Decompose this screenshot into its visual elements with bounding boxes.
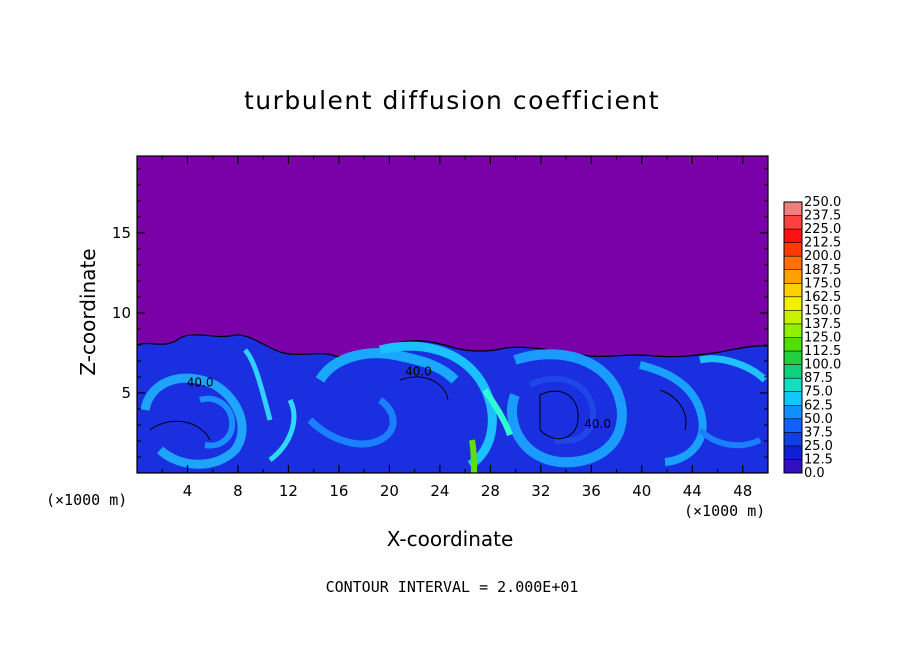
colorbar-swatch (784, 310, 802, 324)
colorbar-swatch (784, 418, 802, 433)
colorbar-label: 50.0 (804, 412, 833, 427)
colorbar-swatch (784, 283, 802, 297)
vortex-ring (315, 348, 459, 384)
contour-line (399, 376, 449, 401)
colorbar-swatch (784, 215, 802, 230)
vortex-ring (507, 349, 627, 468)
colorbar-label: 212.5 (804, 236, 841, 251)
colorbar-swatch (784, 432, 802, 446)
colorbar-label: 87.5 (804, 371, 833, 386)
contour-line (659, 389, 687, 431)
vortex-ring (639, 361, 707, 466)
vortex-ring (268, 398, 297, 462)
colorbar-swatch (784, 445, 802, 460)
colorbar-swatch (784, 405, 802, 419)
x-tick-label: 24 (430, 482, 449, 500)
contour-label: 40.0 (584, 417, 611, 431)
colorbar-label: 225.0 (804, 222, 841, 237)
vortex-ring (307, 397, 397, 448)
colorbar-label: 12.5 (804, 452, 833, 467)
colorbar-label: 25.0 (804, 439, 833, 454)
x-tick-label: 8 (233, 482, 243, 500)
colorbar-swatch (784, 364, 802, 379)
contour-interval-note: CONTOUR INTERVAL = 2.000E+01 (325, 578, 579, 596)
colorbar-label: 200.0 (804, 249, 841, 264)
colorbar-swatch (784, 391, 802, 406)
contour-label: 40.0 (187, 376, 214, 390)
x-tick-label: 12 (279, 482, 298, 500)
colorbar-swatch (784, 351, 802, 365)
colorbar-swatch (784, 459, 802, 473)
x-unit-label-right: (×1000 m) (684, 502, 766, 520)
vortex-ring (199, 395, 236, 449)
colorbar-label: 250.0 (804, 195, 841, 210)
colorbar-label: 37.5 (804, 425, 833, 440)
x-tick-label: 20 (380, 482, 399, 500)
colorbar-label: 100.0 (804, 358, 841, 373)
high-diffusion-streak (469, 439, 477, 473)
colorbar-swatch (784, 242, 802, 257)
colorbar-label: 187.5 (804, 263, 841, 278)
contour-label: 40.0 (405, 364, 432, 378)
colorbar-label: 125.0 (804, 331, 841, 346)
chart-title: turbulent diffusion coefficient (243, 86, 661, 115)
colorbar-label: 150.0 (804, 303, 841, 318)
colorbar-label: 112.5 (804, 344, 841, 359)
colorbar-label: 62.5 (804, 398, 833, 413)
vortex-ring (140, 373, 247, 469)
colorbar-swatch (784, 256, 802, 270)
x-tick-label: 16 (329, 482, 348, 500)
x-tick-label: 4 (183, 482, 193, 500)
x-unit-label-left: (×1000 m) (46, 491, 128, 509)
colorbar-swatch (784, 323, 802, 338)
vortex-ring (699, 355, 768, 383)
colorbar-swatch (784, 202, 802, 216)
y-tick-label: 10 (112, 304, 131, 322)
colorbar-label: 0.0 (804, 466, 825, 481)
vortex-ring (243, 348, 273, 421)
colorbar-swatch (784, 378, 802, 392)
x-tick-label: 36 (582, 482, 601, 500)
y-tick-label: 15 (112, 224, 131, 242)
x-tick-label: 44 (683, 482, 702, 500)
y-tick-label: 5 (121, 384, 131, 402)
colorbar-swatch (784, 337, 802, 352)
colorbar-label: 175.0 (804, 276, 841, 291)
colorbar-label: 137.5 (804, 317, 841, 332)
colorbar-swatch (784, 269, 802, 284)
colorbar-label: 237.5 (804, 209, 841, 224)
contour-line (149, 420, 211, 441)
plot-frame (136, 155, 769, 474)
vortex-ring (378, 341, 497, 469)
colorbar-swatch (784, 296, 802, 311)
x-tick-label: 32 (531, 482, 550, 500)
x-tick-label: 28 (481, 482, 500, 500)
x-tick-label: 48 (733, 482, 752, 500)
vortex-ring (528, 375, 597, 444)
contour-line (539, 390, 579, 440)
colorbar-swatch (784, 229, 802, 243)
x-tick-label: 40 (632, 482, 651, 500)
high-diffusion-streak (482, 388, 513, 437)
x-axis-label: X-coordinate (386, 527, 514, 551)
colorbar-label: 75.0 (804, 385, 833, 400)
colorbar-label: 162.5 (804, 290, 841, 305)
vortex-ring (697, 427, 762, 449)
